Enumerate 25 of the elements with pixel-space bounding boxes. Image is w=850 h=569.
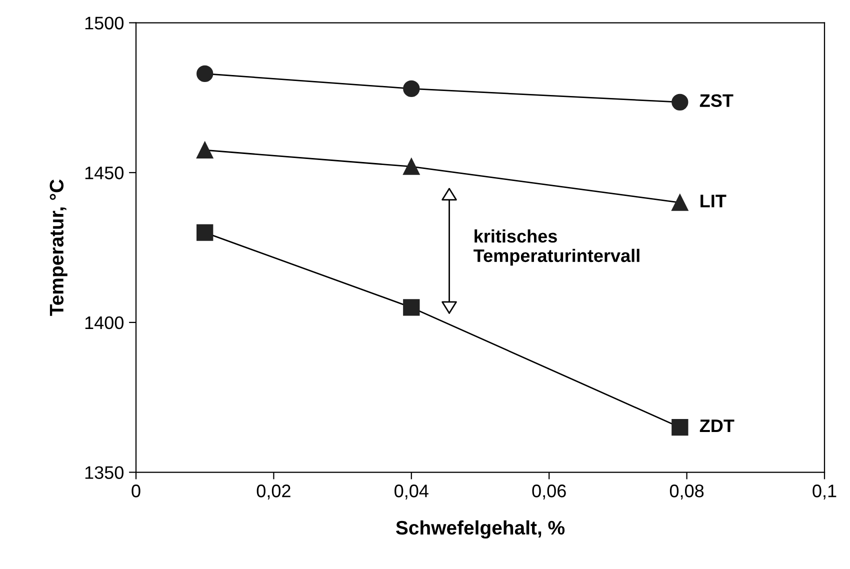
series-label: ZDT [700,420,734,432]
x-tick-label: 0,1 [812,484,836,500]
point [196,65,214,82]
x-tick-label: 0,02 [256,484,290,500]
point [403,158,420,175]
annotation: kritisches Temperaturintervall [474,229,640,266]
point [196,142,214,158]
x-tick-label: 0,08 [670,484,704,500]
x-axis-title: Schwefelgehalt, % [396,520,565,539]
point [403,80,420,98]
series-label: ZST [700,94,734,108]
x-tick-label: 0,04 [394,484,428,500]
y-tick-label: 1350 [85,466,124,479]
x-tick-label: 0 [132,484,140,498]
series-label: LIT [700,194,726,208]
y-tick-label: 1450 [85,166,124,180]
point [672,94,688,111]
x-tick-label: 0,06 [532,484,566,500]
point [196,224,214,241]
point [672,418,688,436]
point [403,299,420,316]
y-axis-title: Temperatur, °C [50,179,68,316]
y-tick-label: 1400 [85,316,124,330]
y-tick-label: 1500 [85,16,124,30]
point [672,194,688,211]
